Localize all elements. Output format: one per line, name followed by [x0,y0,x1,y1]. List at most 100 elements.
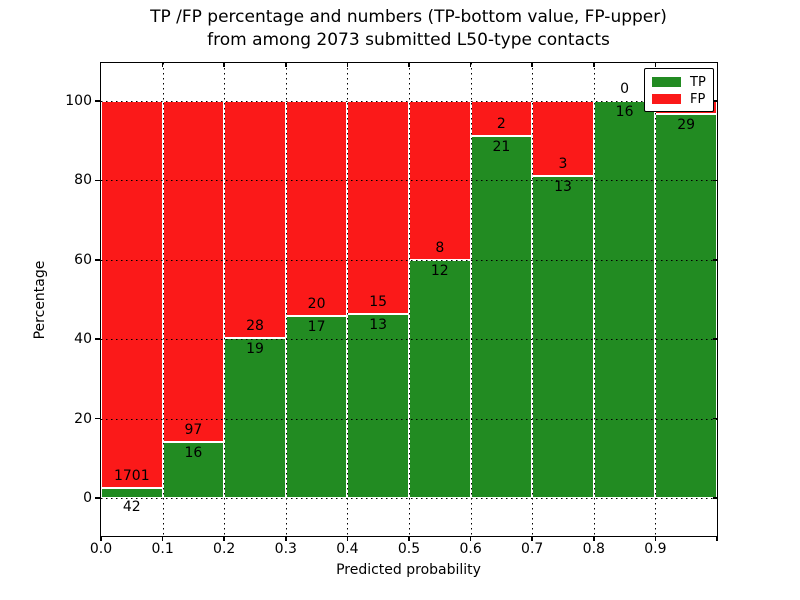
y-tick-label: 40 [74,331,92,348]
bar-segment-fp [285,101,348,316]
bar-annotation-tp: 19 [246,340,264,357]
x-tick-label: 0.3 [274,541,297,557]
bar-annotation-tp: 16 [615,104,634,120]
x-tick-label: 0.4 [336,541,359,557]
bar-segment-fp [224,101,286,338]
x-tick-mark-inner [531,63,533,67]
x-tick-label: 0.1 [151,541,174,557]
bar-annotation-fp: 1701 [113,468,150,485]
gridline-vertical [224,63,226,536]
y-tick-mark-inner [713,100,717,102]
bar-annotation-fp: 3 [558,155,568,172]
y-tick-mark [94,497,100,499]
bar-segment-tp [347,313,409,498]
y-tick-label: 60 [74,251,92,268]
x-tick-mark [346,536,349,541]
gridline-vertical [285,63,287,536]
y-tick-mark-inner [713,338,717,340]
legend-label-fp: FP [690,91,706,107]
y-tick-mark [94,417,100,420]
bar-annotation-fp: 97 [184,421,203,438]
legend: TP FP [644,68,714,112]
bar-segment-tp [470,135,533,498]
x-tick-mark [408,536,410,541]
y-tick-label: 0 [83,490,92,506]
y-tick-mark-inner [713,497,717,499]
y-axis-label: Percentage [32,260,48,340]
x-tick-label: 0.8 [582,541,605,557]
x-tick-mark-inner [408,63,410,67]
y-tick-mark [94,100,100,102]
x-tick-mark-inner [223,63,225,67]
x-tick-label: 0.2 [213,541,236,557]
y-tick-mark [94,259,100,261]
bar-annotation-fp: 0 [620,81,630,97]
bar-segment-tp [532,175,594,498]
x-tick-mark [716,536,718,541]
chart-title-line1: TP /FP percentage and numbers (TP-bottom… [150,7,667,27]
y-tick-label: 80 [74,172,92,189]
x-tick-mark-inner [469,63,472,67]
bar-annotation-fp: 8 [435,239,445,256]
bar-annotation-tp: 12 [430,262,449,279]
x-tick-mark-inner [593,63,595,67]
bar-annotation-fp: 2 [496,115,506,132]
bar-segment-fp [101,101,163,489]
legend-row-fp: FP [652,92,706,106]
y-tick-mark-inner [713,417,717,420]
bar-annotation-fp: 20 [307,295,326,312]
bar-annotation-tp: 42 [122,499,141,516]
x-tick-mark [161,536,164,541]
bar-annotation-tp: 16 [184,444,203,461]
x-tick-mark-inner [285,63,287,67]
bar-segment-fp [470,101,533,136]
x-tick-mark [469,536,472,541]
x-tick-mark [531,536,533,541]
bar-annotation-tp: 13 [554,178,572,195]
y-tick-mark-inner [713,179,717,182]
x-tick-mark-inner [346,63,349,67]
chart-title-line2: from among 2073 submitted L50-type conta… [207,30,610,50]
x-tick-mark [100,536,102,541]
bar-segment-fp [347,101,409,314]
y-tick-label: 100 [65,93,92,109]
bar-annotation-tp: 17 [307,318,326,335]
legend-row-tp: TP [652,75,706,89]
x-tick-mark-inner [654,63,657,67]
x-tick-label: 0.6 [459,541,482,557]
y-tick-mark [94,338,100,340]
bar-segment-tp [101,488,163,498]
x-axis-label: Predicted probability [336,562,481,578]
bar-annotation-fp: 28 [246,317,264,334]
x-tick-label: 0.7 [521,541,544,557]
gridline-vertical [347,63,349,536]
x-tick-mark [285,536,287,541]
gridline-vertical [409,63,410,536]
fp-color-swatch [652,94,681,104]
gridline-vertical [593,63,595,536]
tp-color-swatch [652,77,681,87]
bar-annotation-tp: 13 [369,316,388,333]
bar-segment-fp [162,101,225,442]
x-tick-mark-inner [161,63,164,67]
x-tick-label: 0.9 [644,541,667,557]
x-tick-label: 0.0 [89,541,113,557]
gridline-vertical [655,63,657,536]
bar-annotation-fp: 15 [369,293,388,310]
gridline-vertical [162,63,164,536]
gridline-vertical [470,63,472,536]
x-tick-mark [654,536,657,541]
x-tick-mark [223,536,225,541]
y-tick-label: 20 [74,410,92,427]
x-tick-mark [593,536,595,541]
bar-annotation-tp: 21 [492,138,511,155]
bar-annotation-tp: 29 [677,117,696,134]
bar-segment-tp [593,101,656,498]
bar-segment-tp [409,259,471,498]
bar-segment-tp [224,337,286,498]
y-tick-mark-inner [713,259,717,261]
bar-segment-tp [285,315,348,498]
legend-label-tp: TP [690,74,706,90]
y-tick-mark [94,179,100,182]
